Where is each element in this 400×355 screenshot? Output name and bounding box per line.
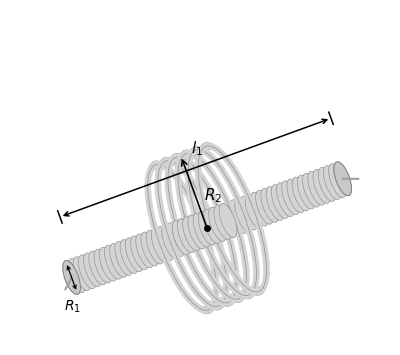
Ellipse shape xyxy=(271,185,289,219)
Ellipse shape xyxy=(302,173,320,207)
Ellipse shape xyxy=(214,206,232,239)
Ellipse shape xyxy=(178,219,195,253)
Ellipse shape xyxy=(324,166,341,200)
Ellipse shape xyxy=(130,236,148,270)
Ellipse shape xyxy=(84,253,101,287)
Ellipse shape xyxy=(183,217,200,251)
Ellipse shape xyxy=(204,209,221,243)
Ellipse shape xyxy=(68,258,86,293)
Ellipse shape xyxy=(329,164,346,198)
Ellipse shape xyxy=(78,255,96,289)
Ellipse shape xyxy=(125,238,143,272)
Ellipse shape xyxy=(240,196,258,230)
Ellipse shape xyxy=(63,261,80,294)
Ellipse shape xyxy=(178,219,195,253)
Ellipse shape xyxy=(172,221,190,255)
Ellipse shape xyxy=(99,247,117,281)
Ellipse shape xyxy=(167,223,185,256)
Ellipse shape xyxy=(256,190,273,224)
Ellipse shape xyxy=(209,207,226,241)
Ellipse shape xyxy=(266,186,284,220)
Ellipse shape xyxy=(318,168,336,201)
Ellipse shape xyxy=(146,230,164,264)
Ellipse shape xyxy=(162,224,180,258)
Ellipse shape xyxy=(151,228,169,262)
Ellipse shape xyxy=(224,202,242,236)
Ellipse shape xyxy=(219,203,237,237)
Ellipse shape xyxy=(115,241,132,275)
Ellipse shape xyxy=(282,181,300,215)
Ellipse shape xyxy=(193,213,211,247)
Ellipse shape xyxy=(287,179,305,213)
Ellipse shape xyxy=(193,213,211,247)
Ellipse shape xyxy=(245,194,263,228)
Ellipse shape xyxy=(94,249,112,283)
Ellipse shape xyxy=(250,192,268,226)
Ellipse shape xyxy=(334,162,352,196)
Ellipse shape xyxy=(214,206,232,239)
Ellipse shape xyxy=(297,175,315,209)
Ellipse shape xyxy=(219,203,237,237)
Ellipse shape xyxy=(73,257,91,291)
Ellipse shape xyxy=(188,215,206,249)
Ellipse shape xyxy=(110,244,127,277)
Ellipse shape xyxy=(172,221,190,255)
Ellipse shape xyxy=(235,198,252,232)
Ellipse shape xyxy=(198,211,216,245)
Ellipse shape xyxy=(292,177,310,211)
Polygon shape xyxy=(66,163,348,293)
Text: $R_2$: $R_2$ xyxy=(204,187,222,205)
Ellipse shape xyxy=(313,169,331,203)
Ellipse shape xyxy=(276,183,294,217)
Ellipse shape xyxy=(198,211,216,245)
Ellipse shape xyxy=(157,226,174,260)
Ellipse shape xyxy=(261,189,278,222)
Ellipse shape xyxy=(183,217,200,251)
Ellipse shape xyxy=(120,240,138,274)
Ellipse shape xyxy=(209,207,226,241)
Ellipse shape xyxy=(188,215,206,249)
Ellipse shape xyxy=(63,261,80,294)
Ellipse shape xyxy=(334,162,352,196)
Ellipse shape xyxy=(230,200,247,234)
Ellipse shape xyxy=(136,234,154,268)
Text: $l_1$: $l_1$ xyxy=(191,139,203,158)
Ellipse shape xyxy=(104,245,122,279)
Text: $R_1$: $R_1$ xyxy=(64,299,81,316)
Ellipse shape xyxy=(89,251,106,285)
Ellipse shape xyxy=(308,171,326,205)
Ellipse shape xyxy=(141,232,159,266)
Ellipse shape xyxy=(204,209,221,243)
